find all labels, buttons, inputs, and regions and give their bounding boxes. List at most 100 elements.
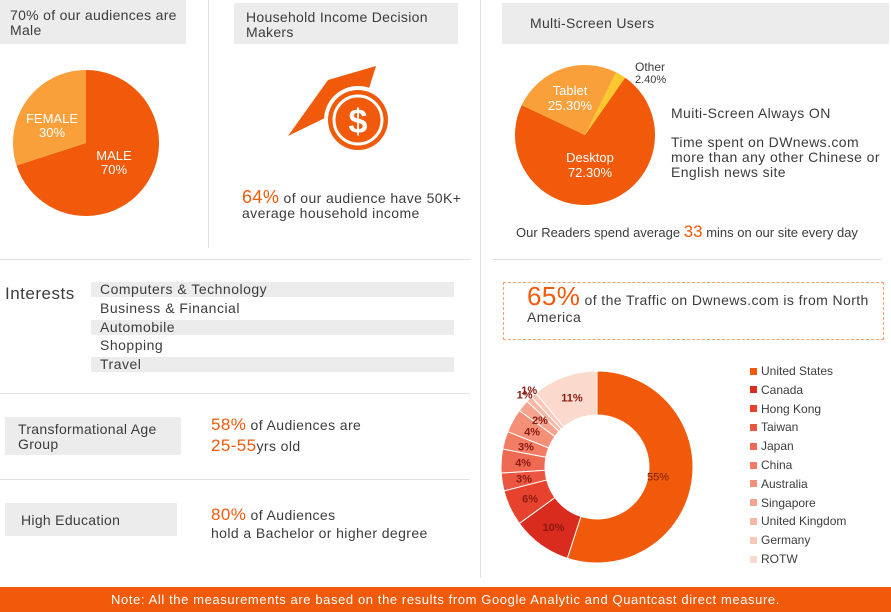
legend-swatch [750, 517, 757, 525]
interest-item: Automobile [91, 320, 454, 335]
svg-text:$: $ [349, 103, 368, 141]
ms-tablet-pct: 25.30% [548, 98, 593, 113]
legend-item-united-states: United States [750, 364, 833, 378]
legend-item-hong-kong: Hong Kong [750, 402, 821, 416]
traffic-label-united-states: 55% [647, 472, 669, 484]
legend-label: Canada [761, 382, 804, 397]
gender-male-pct: 70% [101, 162, 127, 177]
interest-item: Computers & Technology [91, 282, 454, 297]
gender-pie-chart: FEMALE 30% MALE 70% [12, 70, 159, 216]
ms-desktop-pct: 72.30% [568, 165, 613, 180]
gender-header: 70% of our audiences are Male [10, 7, 177, 38]
ms-always-on: Muiti-Screen Always ON [671, 105, 831, 121]
legend-label: Singapore [761, 495, 816, 510]
legend-swatch [750, 442, 757, 450]
legend-label: United States [761, 364, 834, 378]
traffic-box [503, 282, 884, 340]
ms-other-pct: 2.40% [635, 74, 667, 86]
divider-horizontal-4 [492, 259, 882, 260]
gender-male-label: MALE [96, 148, 132, 163]
interest-item: Business & Financial [100, 300, 240, 316]
legend-item-rotw: ROTW [750, 552, 798, 566]
legend-swatch [750, 386, 757, 394]
gender-slice-male [16, 70, 159, 216]
multiscreen-header: Multi-Screen Users [530, 15, 655, 31]
legend-item-taiwan: Taiwan [750, 420, 798, 434]
income-body: of our audience have 50K+ average househ… [242, 190, 462, 221]
divider-vertical-1 [208, 0, 209, 248]
ms-readers-pre: Our Readers spend average [516, 225, 684, 240]
education-text-line1: 80% of Audiences [211, 505, 336, 525]
age-label: Transformational Age Group [18, 421, 157, 452]
traffic-label-australia: 4% [524, 426, 540, 438]
legend-label: Germany [761, 533, 811, 548]
ms-time-spent: Time spent on DWnews.com more than any o… [671, 134, 880, 180]
divider-horizontal-1 [0, 259, 470, 260]
legend-item-singapore: Singapore [750, 496, 816, 510]
money-icon: $ [288, 66, 390, 154]
age-range: 25-55 [211, 436, 257, 455]
traffic-slice-rotw [535, 370, 598, 428]
legend-item-united-kingdom: United Kingdom [750, 514, 846, 528]
legend-label: ROTW [761, 552, 798, 566]
legend-label: Australia [761, 476, 808, 491]
education-label-box [5, 503, 177, 536]
traffic-label-united-kingdom: 1% [517, 390, 533, 402]
traffic-slice-united-states [566, 370, 694, 564]
legend-swatch [750, 555, 757, 563]
traffic-label-hong-kong: 6% [522, 494, 538, 506]
traffic-label-canada: 10% [542, 522, 564, 534]
legend-swatch [750, 405, 757, 413]
ms-readers-post: mins on our site every day [702, 225, 858, 240]
multiscreen-slice-other [585, 72, 626, 135]
traffic-donut-chart: 55%10%6%3%4%3%4%2%1%1%11% [500, 370, 694, 564]
divider-horizontal-2 [0, 393, 470, 394]
legend-item-canada: Canada [750, 383, 803, 397]
interest-item: Travel [91, 357, 454, 372]
traffic-label-china: 3% [518, 441, 534, 453]
traffic-label-taiwan: 3% [516, 474, 532, 486]
legend-label: Japan [761, 439, 794, 454]
legend-swatch [750, 423, 757, 431]
age-text2: yrs old [256, 438, 301, 454]
multiscreen-header-box [502, 3, 889, 44]
multiscreen-slice-desktop [515, 77, 655, 205]
divider-horizontal-3 [0, 479, 470, 480]
traffic-label-singapore: 2% [532, 415, 548, 427]
education-text-line2: hold a Bachelor or higher degree [211, 525, 428, 541]
traffic-label-rotw: 11% [561, 392, 583, 404]
traffic-pct: 65% [527, 281, 581, 311]
legend-label: Hong Kong [761, 401, 822, 416]
interests-label: Interests [5, 284, 75, 303]
education-text1: of Audiences [246, 507, 336, 523]
legend-swatch [750, 461, 757, 469]
age-label-box [5, 417, 181, 455]
age-pct: 58% [211, 415, 247, 434]
ms-tablet-label: Tablet [553, 83, 588, 98]
legend-item-japan: Japan [750, 439, 794, 453]
income-header: Household Income Decision Makers [246, 9, 428, 40]
multiscreen-slice-tablet [521, 64, 617, 135]
legend-swatch [750, 367, 757, 375]
income-text: 64% of our audience have 50K+ average ho… [242, 187, 464, 221]
gender-slice-female [12, 70, 86, 166]
education-label: High Education [21, 512, 121, 528]
gender-female-pct: 30% [39, 125, 65, 140]
income-highlight: 64% [242, 187, 280, 207]
age-text-line1: 58% of Audiences are [211, 415, 361, 435]
age-text1: of Audiences are [246, 417, 362, 433]
ms-desktop-label: Desktop [566, 150, 614, 165]
legend-item-australia: Australia [750, 477, 808, 491]
ms-other-label: Other [635, 60, 666, 74]
traffic-body: of the Traffic on Dwnews.com is from Nor… [527, 292, 869, 325]
footer-note: Note: All the measurements are based on … [0, 587, 891, 612]
legend-swatch [750, 499, 757, 507]
multiscreen-pie-chart: Tablet 25.30% Desktop 72.30% [515, 64, 655, 205]
divider-vertical-2 [480, 0, 481, 578]
interest-item: Shopping [100, 337, 164, 353]
traffic-label-germany: 1% [521, 385, 537, 397]
traffic-label-japan: 4% [515, 457, 531, 469]
legend-label: China [761, 458, 793, 472]
gender-female-label: FEMALE [26, 111, 78, 126]
gender-header-box [0, 0, 186, 44]
